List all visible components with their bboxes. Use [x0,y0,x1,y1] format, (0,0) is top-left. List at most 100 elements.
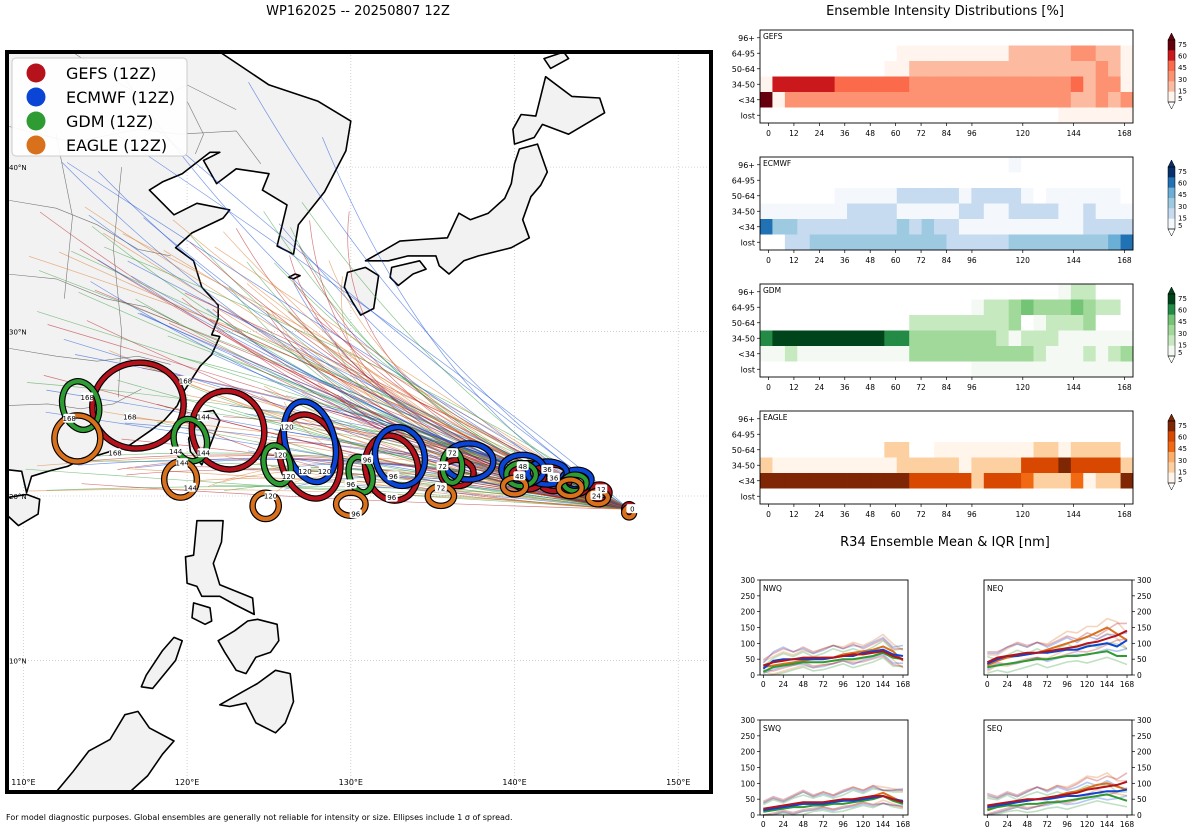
heat-cell [1120,92,1134,108]
heat-cell [809,172,823,189]
heat-cell [1070,76,1084,93]
heat-cell [996,172,1010,189]
hour-label-box [63,413,76,423]
heat-xtick-label: 60 [891,510,901,519]
heat-cell [1070,157,1084,173]
heat-cell [822,45,835,62]
colorbar-segment [1168,294,1175,305]
heat-cell [1008,330,1022,347]
heat-cell [946,45,960,62]
heat-cell [1120,284,1134,300]
heat-cell [1070,45,1084,62]
heat-xtick-label: 24 [815,129,825,138]
heat-cell [772,488,786,505]
hour-label-box [349,509,362,519]
heat-xtick-label: 144 [1066,129,1081,138]
heat-cell [797,488,811,505]
heat-cell [1070,30,1084,46]
colorbar-segment [1168,60,1175,72]
heat-cell [1008,76,1022,93]
heat-cell [921,442,935,458]
hour-label-box [184,482,197,492]
r34-ytick-label: 300 [1137,716,1152,725]
heat-cell [871,473,885,489]
heat-cell [859,299,873,316]
heat-cell [1058,157,1072,173]
heat-cell [958,61,972,77]
heat-cell [760,330,773,347]
colorbar-tick-label: 30 [1178,330,1187,338]
heat-row-label: 50-64 [732,192,755,201]
heat-cell [1033,488,1047,505]
heat-cell [797,361,811,378]
heat-cell [1045,107,1059,124]
heat-cell [834,457,848,474]
heat-cell [958,284,972,300]
footer-note: For model diagnostic purposes. Global en… [6,813,513,822]
r34-mean-gdm [986,793,1128,812]
heat-cell [809,473,823,489]
heat-cell [983,45,997,62]
heat-cell [1045,45,1059,62]
hour-label: 72 [436,484,445,492]
ellipse-gdm-96h [346,454,375,495]
heat-cell [1083,157,1097,173]
heat-cell [896,45,910,62]
r34-ytick-label: 200 [1137,608,1152,617]
heat-cell [1108,45,1121,62]
heat-cell [760,157,773,173]
heat-cell [760,361,773,378]
heat-cell [934,284,947,300]
heat-row-label: 34-50 [732,334,755,343]
heat-cell [1108,299,1121,316]
hour-label: 12 [597,486,606,494]
heat-cell [996,45,1010,62]
intensity-title: Ensemble Intensity Distributions [%] [826,4,1064,19]
legend-label-ecmwf: ECMWF (12Z) [66,88,175,107]
heat-cell [760,219,773,235]
heat-row-label: lost [741,111,755,120]
heat-cell [809,488,823,505]
heat-cell [834,330,848,347]
heat-xtick-label: 84 [942,256,952,265]
r34-plot-area [984,720,1132,815]
heat-cell [1070,361,1084,378]
heat-cell [822,426,835,443]
heat-cell [859,107,873,124]
heat-cell [871,92,885,108]
legend-marker-gefs [26,63,46,83]
colorbar-tick-label: 5 [1178,476,1182,484]
heat-cell [983,30,997,46]
heat-cell [971,61,985,77]
heat-cell [909,157,923,173]
heat-cell [1008,315,1022,331]
heat-cell [909,315,923,331]
heat-cell [884,234,898,251]
heat-cell [1058,361,1072,378]
colorbar-tick-label: 5 [1178,95,1182,103]
heat-xtick-label: 48 [865,256,875,265]
heat-cell [896,330,910,347]
member-track [157,404,630,510]
heat-cell [1021,172,1034,189]
heat-cell [822,188,835,204]
heat-cell [760,488,773,505]
heat-cell [772,107,786,124]
ellipse-gdm-120h [261,443,293,487]
r34-iqr-gdm [987,656,1128,674]
r34-ytick-label: 50 [745,795,755,804]
heat-cell [834,284,848,300]
hour-label-box [626,504,639,514]
heat-cell [1070,346,1084,362]
heat-cell [1070,488,1084,505]
r34-xtick-label: 120 [856,680,871,689]
heat-cell [1033,107,1047,124]
heat-cell [1008,172,1022,189]
heat-cell [784,315,798,331]
heat-cell [971,411,985,427]
heat-cell [1033,442,1047,458]
heat-cell [797,61,811,77]
heat-cell [896,30,910,46]
heat-cell [859,457,873,474]
heat-cell [1021,45,1034,62]
